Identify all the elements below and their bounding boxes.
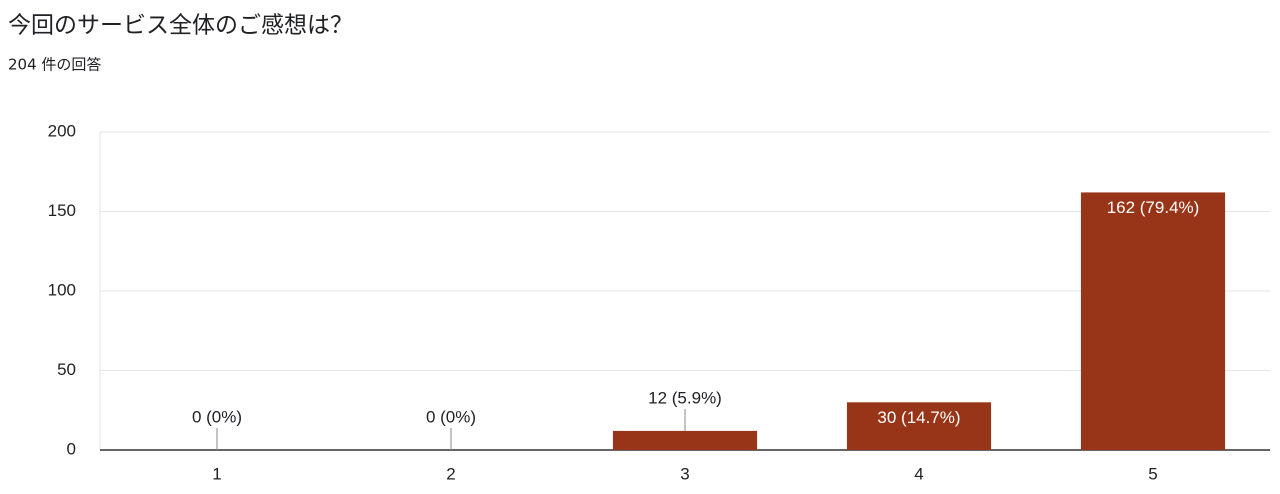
value-label: 12 (5.9%) [648, 388, 722, 407]
x-tick-label: 5 [1148, 464, 1157, 483]
value-label: 30 (14.7%) [877, 408, 960, 427]
value-label: 162 (79.4%) [1107, 198, 1200, 217]
y-tick-label: 0 [67, 439, 76, 458]
value-label: 0 (0%) [426, 407, 476, 426]
bar [846, 402, 992, 450]
y-tick-label: 200 [48, 121, 76, 140]
y-tick-label: 100 [48, 280, 76, 299]
value-label: 0 (0%) [192, 407, 242, 426]
x-tick-label: 3 [680, 464, 689, 483]
x-tick-label: 2 [446, 464, 455, 483]
y-tick-label: 50 [57, 360, 76, 379]
chart-title: 今回のサービス全体のご感想は？ [8, 13, 353, 39]
x-tick-label: 4 [914, 464, 923, 483]
x-tick-label: 1 [212, 464, 221, 483]
chart-subtitle: 204 件の回答 [8, 56, 101, 74]
y-tick-label: 150 [48, 201, 76, 220]
bar [612, 430, 758, 450]
bar [1080, 192, 1226, 451]
